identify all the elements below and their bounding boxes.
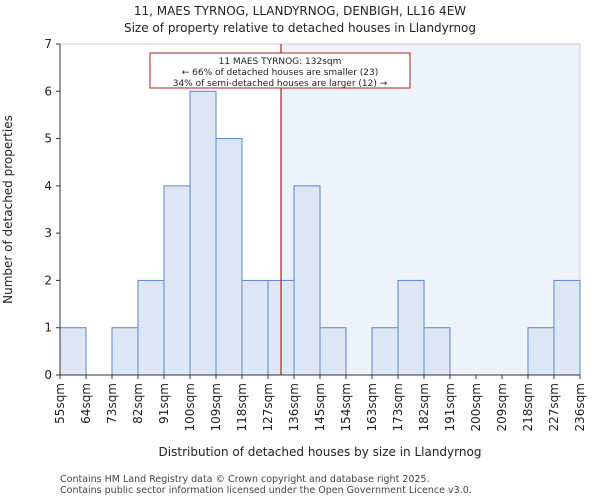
annotation-box [149, 52, 411, 89]
y-tick-label: 4 [44, 179, 52, 193]
x-axis-label: Distribution of detached houses by size … [159, 445, 482, 459]
x-tick-label: 191sqm [443, 383, 457, 431]
bar-82sqm [137, 279, 165, 376]
x-tick-label: 173sqm [391, 383, 405, 431]
bar-227sqm [553, 279, 581, 376]
x-tick-label: 236sqm [573, 383, 587, 431]
x-tick-label: 163sqm [365, 383, 379, 431]
y-tick-label: 3 [44, 226, 52, 240]
annotation-line-1: 11 MAES TYRNOG: 132sqm [219, 57, 342, 67]
bar-218sqm [527, 327, 555, 376]
footer-copyright: Contains HM Land Registry data © Crown c… [60, 474, 430, 485]
x-tick-label: 136sqm [287, 383, 301, 431]
y-tick-label: 2 [44, 273, 52, 287]
bar-73sqm [111, 327, 139, 376]
x-tick-label: 64sqm [79, 383, 93, 424]
bar-136sqm [293, 185, 321, 376]
bar-173sqm [397, 279, 425, 376]
x-tick-label: 100sqm [183, 383, 197, 431]
bar-118sqm [241, 279, 269, 376]
x-tick-label: 109sqm [209, 383, 223, 431]
x-tick-label: 145sqm [313, 383, 327, 431]
chart-subtitle: Size of property relative to detached ho… [123, 21, 477, 35]
x-tick-label: 91sqm [157, 383, 171, 424]
bar-55sqm [59, 327, 87, 376]
annotation-line-3: 34% of semi-detached houses are larger (… [173, 79, 388, 89]
chart-title: 11, MAES TYRNOG, LLANDYRNOG, DENBIGH, LL… [133, 4, 467, 18]
x-tick-label: 118sqm [235, 383, 249, 431]
annotation-line-2: ← 66% of detached houses are smaller (23… [182, 68, 379, 78]
x-tick-label: 82sqm [131, 383, 145, 424]
x-tick-label: 154sqm [339, 383, 353, 431]
y-tick-label: 1 [44, 321, 52, 335]
bar-91sqm [163, 185, 191, 376]
y-tick-label: 0 [44, 368, 52, 382]
bar-145sqm [319, 327, 347, 376]
y-axis-label: Number of detached properties [1, 115, 15, 304]
x-tick-label: 73sqm [105, 383, 119, 424]
x-tick-label: 55sqm [53, 383, 67, 424]
bar-182sqm [423, 327, 451, 376]
x-tick-label: 200sqm [469, 383, 483, 431]
x-tick-label: 182sqm [417, 383, 431, 431]
highlight-region [281, 44, 580, 375]
bar-100sqm [189, 90, 217, 376]
bar-163sqm [371, 327, 399, 376]
y-tick-label: 6 [44, 84, 52, 98]
x-tick-label: 209sqm [495, 383, 509, 431]
x-tick-label: 218sqm [521, 383, 535, 431]
bar-109sqm [215, 138, 243, 376]
footer-licence: Contains public sector information licen… [60, 485, 472, 496]
x-tick-label: 127sqm [261, 383, 275, 431]
y-tick-label: 7 [44, 37, 52, 51]
y-tick-label: 5 [44, 132, 52, 146]
x-tick-label: 227sqm [547, 383, 561, 431]
